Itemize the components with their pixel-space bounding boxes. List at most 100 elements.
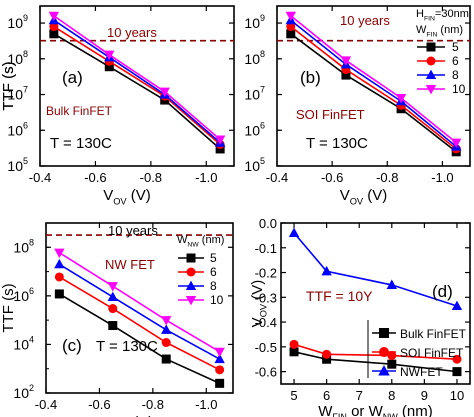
temperature-label-a: T = 130C xyxy=(50,135,112,152)
data-point-a-3 xyxy=(104,50,115,61)
ytick-label-exp: 9 xyxy=(260,13,265,23)
xtick-label-c: -0.4 xyxy=(35,397,57,412)
x-axis-label-d-sub1: FIN xyxy=(332,412,347,417)
series-line-b-2 xyxy=(290,19,457,148)
y-axis-label-d-rest: (V) xyxy=(249,280,266,304)
legend-title-c-rest: (nm) xyxy=(199,234,225,246)
ytick-label-base: 10 xyxy=(7,122,23,138)
xtick-label-d: 7 xyxy=(356,388,363,403)
xtick-label-a: -0.4 xyxy=(29,170,51,185)
series-line-b-0 xyxy=(290,33,457,153)
legend-header-b-main: H xyxy=(416,8,424,20)
data-point-b-0 xyxy=(341,70,351,80)
data-point-c-0 xyxy=(215,378,225,388)
legend-marker-d xyxy=(378,365,390,376)
ten-year-label-a: 10 years xyxy=(107,25,157,40)
series-line-a-0 xyxy=(53,33,221,150)
ytick-label-exp: 8 xyxy=(260,49,265,59)
data-point-c-2 xyxy=(54,258,65,269)
ytick-label-exp: 6 xyxy=(260,120,265,130)
data-point-d-1 xyxy=(322,349,332,359)
ytick-label-b: 109 xyxy=(244,13,265,31)
legend-entry-c: 6 xyxy=(210,265,217,279)
legend-marker-c xyxy=(186,267,196,277)
legend-entry-c: 5 xyxy=(210,251,217,265)
series-line-a-3 xyxy=(53,15,221,141)
data-point-b-0 xyxy=(286,29,296,39)
device-label-c: NW FET xyxy=(105,257,155,272)
ytick-label-c: 102 xyxy=(13,383,34,401)
ten-year-label-b: 10 years xyxy=(340,13,390,28)
ytick-label-b: 105 xyxy=(244,156,265,174)
ytick-label-exp: 9 xyxy=(23,13,28,23)
x-axis-label-a-main: V xyxy=(103,187,113,204)
data-point-c-0 xyxy=(54,289,64,299)
legend-entry-d: SOI FinFET xyxy=(400,346,464,360)
series-line-c-3 xyxy=(58,251,221,353)
xtick-label-b: -0.6 xyxy=(321,170,343,185)
ytick-label-base: 10 xyxy=(244,122,260,138)
x-axis-label-c-main: V xyxy=(106,414,116,417)
ytick-label-exp: 5 xyxy=(260,156,265,166)
series-line-c-1 xyxy=(58,276,221,371)
ytick-label-a: 109 xyxy=(7,13,28,31)
ytick-label-base: 10 xyxy=(244,87,260,103)
panel-label-b: (b) xyxy=(300,68,321,87)
ytick-label-base: 10 xyxy=(244,51,260,67)
legend-marker-b xyxy=(425,84,437,95)
data-point-c-0 xyxy=(161,354,171,364)
data-point-a-3 xyxy=(159,87,170,98)
ytick-label-exp: 6 xyxy=(23,120,28,130)
y-axis-label-d: VOV (V) xyxy=(249,280,269,328)
plot-frame-b xyxy=(276,5,471,167)
data-point-c-3 xyxy=(214,347,225,358)
x-axis-label-b-main: V xyxy=(340,187,350,204)
ytick-label-d: 0.0 xyxy=(259,216,277,231)
data-point-d-0 xyxy=(289,347,299,357)
series-line-d-2 xyxy=(293,232,458,307)
series-line-d-0 xyxy=(293,351,458,373)
legend-header-b-sub: FIN xyxy=(424,15,435,22)
legend-title-b-rest: (nm) xyxy=(437,24,463,36)
y-axis-label-d-main: V xyxy=(249,317,266,327)
panel-label-d: (d) xyxy=(432,282,453,301)
data-point-d-2 xyxy=(288,227,300,237)
y-axis-label-b: TTF (s) xyxy=(0,61,17,110)
ytick-label-base: 10 xyxy=(7,15,23,31)
xtick-label-c: -0.8 xyxy=(142,397,164,412)
panel-label-a: (a) xyxy=(62,68,83,87)
data-point-c-3 xyxy=(107,282,118,292)
ytick-label-exp: 7 xyxy=(260,85,265,95)
xtick-label-b: -1.0 xyxy=(431,170,453,185)
data-point-c-3 xyxy=(161,316,172,326)
series-line-a-2 xyxy=(53,19,221,144)
legend-marker-d xyxy=(379,347,389,357)
data-point-d-0 xyxy=(387,359,397,369)
legend-header-b: HFIN=30nm xyxy=(416,8,469,22)
series-line-a-1 xyxy=(53,25,221,146)
legend-title-b-main: W xyxy=(416,24,427,36)
ytick-label-a: 105 xyxy=(7,156,28,174)
device-label-a: Bulk FinFET xyxy=(46,104,113,118)
data-point-c-1 xyxy=(215,365,225,375)
legend-title-c-sub: NW xyxy=(187,241,199,248)
plot-frame-c xyxy=(45,222,234,394)
ttf-annotation-d: TTF = 10Y xyxy=(306,288,373,304)
data-point-d-2 xyxy=(451,300,463,311)
x-axis-label-d-sub2: NW xyxy=(383,412,398,417)
data-point-d-1 xyxy=(289,339,299,349)
ytick-label-base: 10 xyxy=(13,239,29,255)
x-axis-label-b: VOV (V) xyxy=(340,187,388,207)
xtick-label-b: -0.4 xyxy=(266,170,288,185)
data-point-d-0 xyxy=(452,367,462,377)
ytick-label-exp: 8 xyxy=(29,237,34,247)
xtick-label-d: 8 xyxy=(388,388,395,403)
data-point-d-1 xyxy=(387,351,397,361)
legend-entry-b: 8 xyxy=(452,68,459,82)
ytick-label-base: 10 xyxy=(7,158,23,174)
legend-marker-d xyxy=(379,328,389,338)
data-point-c-2 xyxy=(107,291,118,302)
ytick-label-c: 104 xyxy=(13,334,34,352)
xtick-label-d: 5 xyxy=(290,388,297,403)
